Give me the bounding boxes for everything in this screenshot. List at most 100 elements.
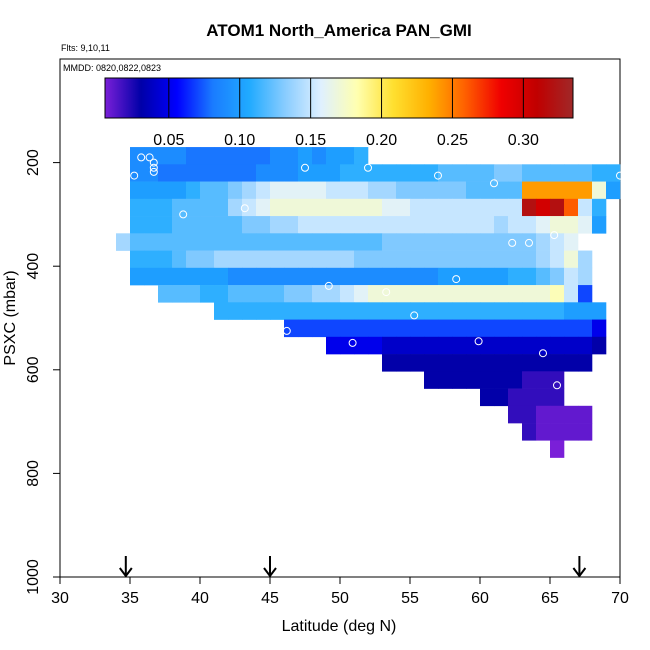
- heatmap-cell: [368, 267, 383, 286]
- heatmap-cell: [270, 147, 285, 165]
- heatmap-cell: [494, 336, 509, 355]
- flight-point: [553, 381, 561, 390]
- heatmap-cell: [130, 250, 145, 269]
- heatmap-cell: [452, 354, 467, 372]
- heatmap-cell: [298, 164, 313, 182]
- heatmap-cell: [382, 181, 397, 200]
- heatmap-cell: [480, 354, 495, 372]
- heatmap-cell: [340, 319, 355, 338]
- heatmap-cell: [284, 250, 299, 269]
- heatmap-cell: [536, 405, 551, 424]
- heatmap-cell: [564, 198, 579, 217]
- heatmap-cell: [564, 216, 579, 234]
- heatmap-cell: [508, 285, 523, 303]
- heatmap-cell: [214, 164, 229, 182]
- heatmap-cell: [326, 164, 341, 182]
- heatmap-cell: [368, 233, 383, 251]
- heatmap-cell: [354, 164, 369, 182]
- heatmap-cell: [494, 181, 509, 200]
- heatmap-cell: [214, 250, 229, 269]
- heatmap-cell: [480, 336, 495, 355]
- heatmap-cell: [368, 336, 383, 355]
- heatmap-cell: [466, 302, 481, 320]
- heatmap-cell: [326, 233, 341, 251]
- heatmap-cell: [410, 285, 425, 303]
- heatmap-cell: [466, 336, 481, 355]
- heatmap-cell: [578, 319, 593, 338]
- heatmap-cell: [564, 267, 579, 286]
- heatmap-cell: [522, 233, 537, 251]
- heatmap-cell: [326, 285, 341, 303]
- heatmap-cell: [396, 233, 411, 251]
- heatmap-cell: [466, 267, 481, 286]
- heatmap-cell: [438, 164, 453, 182]
- heatmap-cell: [452, 336, 467, 355]
- heatmap-cell: [340, 267, 355, 286]
- heatmap-cell: [256, 302, 271, 320]
- heatmap-cell: [536, 423, 551, 441]
- heatmap-cell: [340, 198, 355, 217]
- heatmap-cell: [144, 267, 159, 286]
- heatmap-cell: [270, 233, 285, 251]
- heatmap-cell: [312, 319, 327, 338]
- heatmap-cell: [438, 302, 453, 320]
- chart-title: ATOM1 North_America PAN_GMI: [206, 21, 471, 40]
- heatmap-cell: [466, 233, 481, 251]
- flight-point: [550, 231, 559, 240]
- heatmap-cell: [480, 371, 495, 389]
- heatmap-cell: [242, 216, 257, 234]
- flight-point: [149, 158, 158, 167]
- heatmap-cell: [522, 302, 537, 320]
- heatmap-cell: [354, 336, 369, 355]
- heatmap-cell: [410, 233, 425, 251]
- flight-point: [130, 171, 139, 180]
- heatmap-cell: [354, 216, 369, 234]
- heatmap-cell: [508, 181, 523, 200]
- heatmap-cell: [340, 181, 355, 200]
- heatmap-cell: [158, 164, 173, 182]
- heatmap-cell: [242, 164, 257, 182]
- arrow-head: [572, 567, 587, 578]
- heatmap-cell: [578, 181, 593, 200]
- heatmap-cell: [256, 198, 271, 217]
- heatmap-cell: [494, 354, 509, 372]
- heatmap-cell: [438, 371, 453, 389]
- heatmap-cell: [466, 319, 481, 338]
- heatmap-cell: [172, 164, 187, 182]
- heatmap-cell: [312, 198, 327, 217]
- heatmap-cell: [578, 405, 593, 424]
- heatmap-cell: [228, 233, 243, 251]
- heatmap-cell: [298, 285, 313, 303]
- heatmap-cell: [592, 181, 607, 200]
- heatmap-cell: [592, 319, 607, 338]
- heatmap-cell: [410, 250, 425, 269]
- y-tick-label: 400: [25, 253, 42, 280]
- heatmap-cell: [424, 371, 439, 389]
- heatmap-cell: [550, 285, 565, 303]
- heatmap-cell: [480, 285, 495, 303]
- heatmap-cell: [536, 371, 551, 389]
- heatmap-cell: [284, 164, 299, 182]
- heatmap-cell: [340, 302, 355, 320]
- heatmap-cell: [186, 250, 201, 269]
- heatmap-cell: [522, 164, 537, 182]
- heatmap-cell: [228, 285, 243, 303]
- heatmap-cell: [592, 216, 607, 234]
- heatmap-cell: [312, 267, 327, 286]
- heatmap-cell: [480, 250, 495, 269]
- heatmap-cell: [144, 216, 159, 234]
- heatmap-cells: [116, 147, 621, 458]
- heatmap-cell: [242, 181, 257, 200]
- heatmap-cell: [284, 267, 299, 286]
- heatmap-cell: [340, 285, 355, 303]
- heatmap-cell: [396, 354, 411, 372]
- heatmap-cell: [396, 302, 411, 320]
- heatmap-cell: [186, 164, 201, 182]
- heatmap-cell: [522, 371, 537, 389]
- heatmap-cell: [298, 181, 313, 200]
- heatmap-cell: [270, 181, 285, 200]
- heatmap-cell: [452, 319, 467, 338]
- heatmap-cell: [172, 216, 187, 234]
- x-axis-label: Latitude (deg N): [282, 618, 397, 635]
